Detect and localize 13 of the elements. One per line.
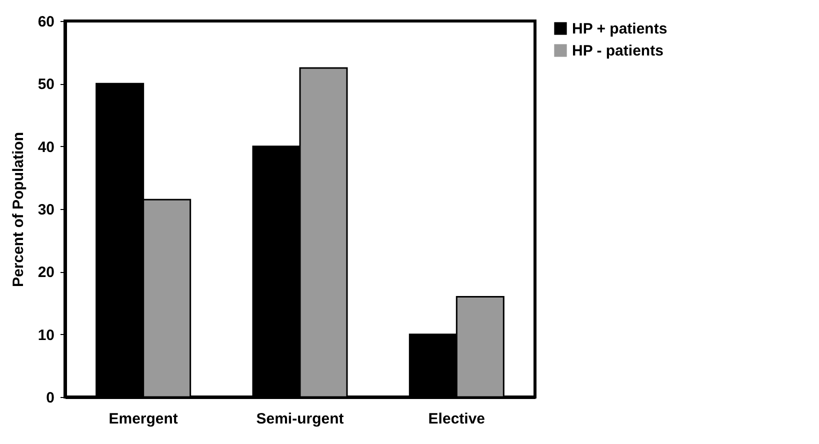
y-tick-label: 20 <box>38 264 54 282</box>
y-axis-title: Percent of Population <box>10 132 27 288</box>
y-tick-label: 40 <box>38 138 54 156</box>
legend-label: HP - patients <box>572 42 664 60</box>
x-tick-label: Emergent <box>108 410 178 428</box>
y-tick-label: 30 <box>38 202 54 218</box>
x-tick-label: Elective <box>428 410 486 428</box>
y-tick-label: 50 <box>38 76 54 94</box>
y-tick-label: 0 <box>46 390 54 406</box>
y-tick-label: 10 <box>38 326 54 344</box>
y-tick-label: 60 <box>38 14 54 30</box>
legend-label: HP + patients <box>572 20 668 38</box>
x-tick-label: Semi-urgent <box>256 410 344 428</box>
